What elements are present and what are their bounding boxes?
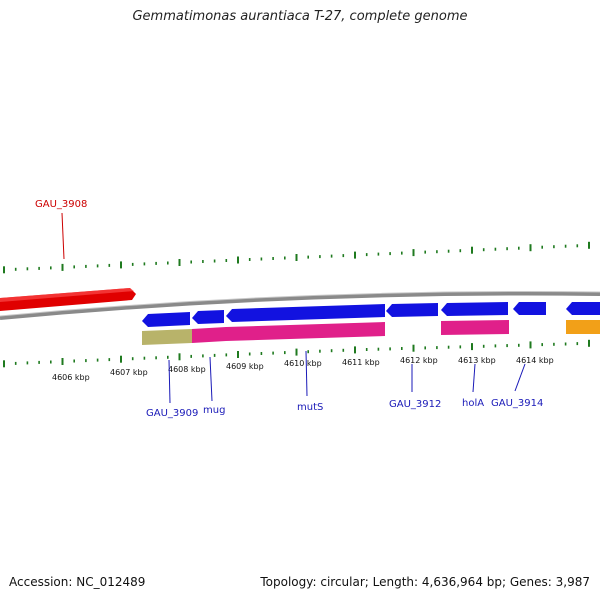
gene-label-mug[interactable]: mug <box>203 405 225 416</box>
gene-arrow-hola[interactable] <box>441 302 508 316</box>
kbp-label: 4607 kbp <box>110 368 148 377</box>
reverse-gene-arrows <box>142 302 600 327</box>
kbp-label: 4609 kbp <box>226 362 264 371</box>
label-leader-muts <box>305 350 308 397</box>
map-title: Gemmatimonas aurantiaca T-27, complete g… <box>132 9 468 24</box>
label-leader-gau-3909 <box>168 359 171 404</box>
kbp-label: 4606 kbp <box>52 373 90 382</box>
outer-tick-ring <box>3 241 590 274</box>
kbp-label: 4611 kbp <box>342 358 380 367</box>
cds-block-gau-3909[interactable] <box>142 329 192 345</box>
label-leader-gau-3914 <box>514 363 526 392</box>
kbp-label: 4610 kbp <box>284 359 322 368</box>
label-leader-mug <box>209 356 213 402</box>
genome-backbone <box>0 291 600 320</box>
accession-text: Accession: NC_012489 <box>9 575 146 589</box>
gene-arrow-muts[interactable] <box>226 304 385 322</box>
kbp-label: 4613 kbp <box>458 356 496 365</box>
cds-blocks <box>142 320 600 345</box>
gene-arrow-gau-3908-highlight <box>0 288 134 302</box>
cds-block-mug[interactable] <box>192 327 226 343</box>
cds-block-hola[interactable] <box>441 320 509 335</box>
gene-arrow-gau-3912[interactable] <box>386 303 438 317</box>
gene-label-gau-3908[interactable]: GAU_3908 <box>35 199 87 210</box>
cds-block-muts[interactable] <box>226 322 385 341</box>
gene-label-gau-3912[interactable]: GAU_3912 <box>389 399 441 410</box>
genome-summary-text: Topology: circular; Length: 4,636,964 bp… <box>260 575 590 589</box>
forward-gene-labels: GAU_3908 <box>35 199 87 260</box>
label-leader-gau-3908 <box>61 212 65 260</box>
kbp-label: 4612 kbp <box>400 356 438 365</box>
inner-tick-ring <box>3 339 590 368</box>
reverse-gene-labels: GAU_3909 mug mutS GAU_3912 holA GAU_3914 <box>146 350 543 419</box>
cds-block-next[interactable] <box>566 320 600 334</box>
gene-arrow-gau-3908[interactable] <box>0 288 136 311</box>
genome-backbone-highlight <box>0 291 600 317</box>
kbp-label: 4608 kbp <box>168 365 206 374</box>
gene-label-hola[interactable]: holA <box>462 398 484 409</box>
kbp-label-group: 4606 kbp 4607 kbp 4608 kbp 4609 kbp 4610… <box>52 356 554 382</box>
gene-arrow-gau-3909[interactable] <box>142 312 190 327</box>
gene-arrow-next[interactable] <box>566 302 600 315</box>
label-leader-hola <box>472 363 476 393</box>
gene-arrow-mug[interactable] <box>192 310 224 324</box>
kbp-label: 4614 kbp <box>516 356 554 365</box>
gene-label-muts[interactable]: mutS <box>297 402 323 413</box>
gene-label-gau-3914[interactable]: GAU_3914 <box>491 398 543 409</box>
gene-label-gau-3909[interactable]: GAU_3909 <box>146 408 198 419</box>
gene-arrow-gau-3914[interactable] <box>513 302 546 315</box>
